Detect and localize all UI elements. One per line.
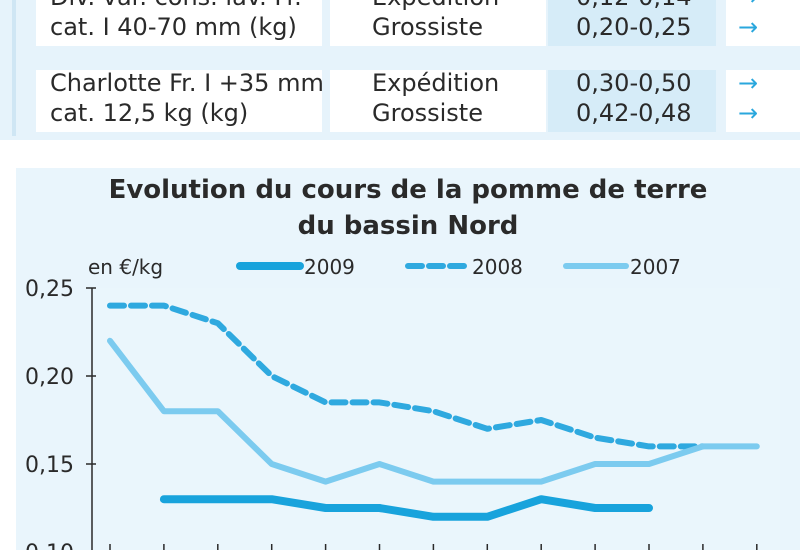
price-range: 0,42-0,48 <box>576 99 692 127</box>
trend-cell <box>726 70 800 132</box>
legend-label-2008: 2008 <box>472 255 523 279</box>
trend-arrow-icon: → <box>738 99 759 127</box>
product-line: Charlotte Fr. I +35 mm <box>50 69 324 97</box>
table-side-bar <box>12 0 16 136</box>
product-cell <box>36 0 322 46</box>
y-tick-label: 0,10 <box>25 541 74 550</box>
product-line: Div. var. cons. lav. Fr. <box>50 0 302 12</box>
trend-arrow-icon: → <box>738 13 759 41</box>
table-row: Div. var. cons. lav. Fr. cat. I 40-70 mm… <box>36 0 800 46</box>
product-line: cat. I 40-70 mm (kg) <box>50 13 297 41</box>
stage-label: Expédition <box>372 0 499 12</box>
stage-cell <box>330 0 546 46</box>
stage-label: Expédition <box>372 69 500 97</box>
product-cell <box>36 70 322 132</box>
price-table: Div. var. cons. lav. Fr. cat. I 40-70 mm… <box>0 0 800 140</box>
y-tick-label: 0,20 <box>25 365 74 390</box>
stage-label: Grossiste <box>372 13 483 41</box>
price-range: 0,12-0,14 <box>576 0 692 12</box>
price-range: 0,20-0,25 <box>576 13 692 41</box>
legend-label-2009: 2009 <box>304 255 355 279</box>
trend-cell <box>726 0 800 46</box>
table-row: Charlotte Fr. I +35 mm cat. 12,5 kg (kg)… <box>36 69 800 132</box>
trend-arrow-icon: → <box>738 0 758 12</box>
legend-label-2007: 2007 <box>630 255 681 279</box>
y-axis-label: en €/kg <box>88 255 163 279</box>
series-line-2007 <box>107 337 760 485</box>
price-range: 0,30-0,50 <box>576 69 692 97</box>
trend-arrow-icon: → <box>738 69 759 97</box>
series-line-2009 <box>159 495 653 521</box>
chart-title-line-2: du bassin Nord <box>297 211 519 241</box>
chart-title-line-1: Evolution du cours de la pomme de terre <box>108 175 708 205</box>
stage-cell <box>330 70 546 132</box>
price-cell <box>548 70 716 132</box>
stage-label: Grossiste <box>372 99 483 127</box>
plot-area <box>92 288 780 550</box>
y-tick-label: 0,15 <box>25 453 74 478</box>
product-line: cat. 12,5 kg (kg) <box>50 99 249 127</box>
price-cell <box>548 0 716 46</box>
series-line-2008 <box>107 302 706 450</box>
y-tick-label: 0,25 <box>25 277 74 302</box>
